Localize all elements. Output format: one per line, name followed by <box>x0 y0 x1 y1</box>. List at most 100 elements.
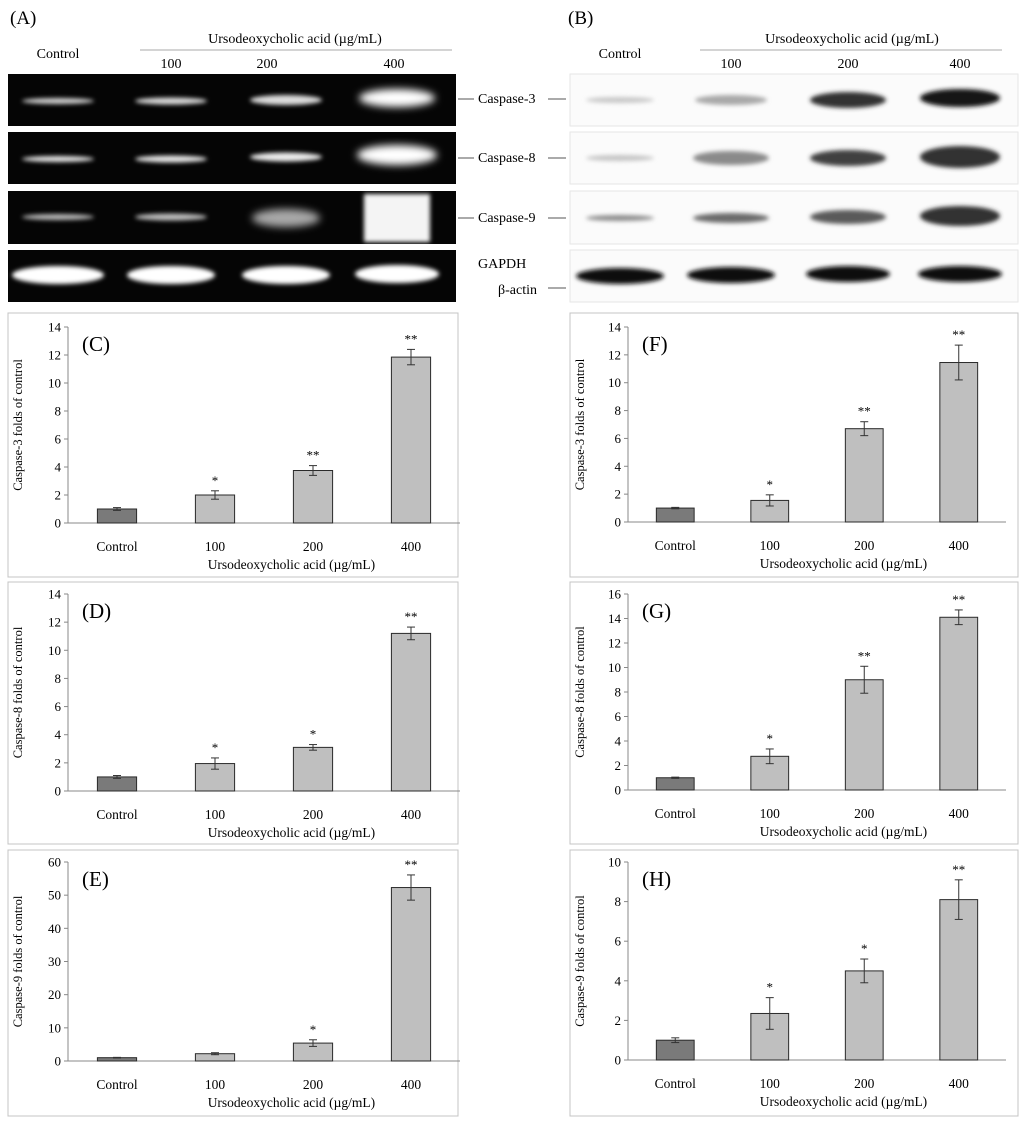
x-axis-label: Ursodeoxycholic acid (µg/mL) <box>208 1095 375 1110</box>
x-tick-label: 100 <box>760 538 781 553</box>
error-bar <box>860 958 869 984</box>
significance-mark: * <box>310 727 317 742</box>
error-bar <box>113 775 121 779</box>
blot-band <box>810 150 886 166</box>
significance-mark: * <box>767 731 774 746</box>
gel-strip-caspase-3 <box>8 74 456 126</box>
blot-band <box>918 266 1002 282</box>
x-tick-label: 400 <box>949 538 970 553</box>
x-tick-label: 400 <box>401 807 422 822</box>
x-axis-label: Ursodeoxycholic acid (µg/mL) <box>208 557 375 572</box>
x-tick-label: 400 <box>949 1076 970 1091</box>
blot-band <box>695 95 767 105</box>
y-tick-label: 10 <box>48 376 61 391</box>
gel-band <box>22 214 94 220</box>
blot-band <box>687 267 775 283</box>
bar-400 <box>390 632 432 792</box>
y-tick-label: 0 <box>615 515 622 530</box>
significance-mark: * <box>767 980 774 995</box>
panel-b-dose-200: 200 <box>838 57 859 72</box>
y-tick-label: 6 <box>55 699 62 714</box>
gel-label-caspase-8: Caspase-8 <box>478 151 536 166</box>
chart-letter: (F) <box>642 332 668 356</box>
blot-band <box>810 92 886 108</box>
y-axis-label: Caspase-9 folds of control <box>11 895 25 1027</box>
x-tick-label: 200 <box>854 806 875 821</box>
chart-frame <box>569 312 1019 578</box>
gel-band <box>12 266 104 284</box>
gel-band <box>364 194 430 242</box>
significance-mark: ** <box>405 857 418 872</box>
bar-200 <box>292 470 334 524</box>
chart-letter: (G) <box>642 599 671 623</box>
bar-200 <box>844 679 884 791</box>
y-tick-label: 2 <box>615 1013 622 1028</box>
blot-band <box>806 266 890 282</box>
significance-mark: ** <box>952 327 965 342</box>
chart-e: 0 10 20 30 40 50 60 (E) Caspase-9 folds of contr… <box>7 849 460 1117</box>
blot-label-beta-actin: β-actin <box>498 283 537 298</box>
gel-band <box>242 266 330 284</box>
gel-band <box>135 97 207 105</box>
error-bar <box>407 348 415 366</box>
gel-band <box>359 89 435 107</box>
y-tick-label: 6 <box>615 431 622 446</box>
y-tick-label: 4 <box>615 734 622 749</box>
y-tick-label: 16 <box>608 587 622 602</box>
panel-a-blot: (A) Control Ursodeoxycholic acid (µg/mL)… <box>8 8 536 302</box>
bar-400 <box>939 616 979 791</box>
bar-400 <box>390 356 432 524</box>
y-tick-label: 14 <box>608 611 622 626</box>
significance-mark: ** <box>405 609 418 624</box>
error-bar <box>954 879 963 920</box>
x-tick-label: 200 <box>303 1077 324 1092</box>
y-tick-label: 0 <box>615 783 622 798</box>
panel-a-control-label: Control <box>37 47 80 62</box>
gel-strip-caspase-9 <box>8 191 456 244</box>
chart-f: 0 2 4 6 8 10 12 14 (F) Caspase-3 folds of control… <box>569 312 1019 578</box>
significance-mark: ** <box>952 592 965 607</box>
x-axis-label: Ursodeoxycholic acid (µg/mL) <box>760 1094 927 1109</box>
y-tick-label: 2 <box>615 487 622 502</box>
gel-band <box>357 145 437 165</box>
error-bar <box>765 748 774 765</box>
significance-mark: * <box>767 477 774 492</box>
chart-c: 0 2 4 6 8 10 12 14 (C) Caspase-3 folds of control… <box>7 312 460 578</box>
y-tick-label: 14 <box>608 320 622 335</box>
y-tick-label: 14 <box>48 320 62 335</box>
error-bar <box>860 421 869 437</box>
error-bar <box>211 1052 219 1056</box>
blot-band <box>810 210 886 224</box>
x-tick-label: Control <box>96 807 138 822</box>
blot-strip-caspase-9 <box>569 190 1019 245</box>
x-tick-label: 400 <box>401 1077 422 1092</box>
y-tick-label: 6 <box>615 709 622 724</box>
chart-frame <box>7 312 459 578</box>
y-tick-label: 30 <box>48 954 61 969</box>
gel-band <box>250 95 322 105</box>
y-tick-label: 12 <box>608 636 621 651</box>
y-tick-label: 2 <box>615 758 622 773</box>
y-tick-label: 20 <box>48 987 61 1002</box>
panel-a-dose-100: 100 <box>161 57 182 72</box>
chart-g: 0 2 4 6 8 10 12 14 16 (G) Caspase-8 folds of contr… <box>569 581 1019 845</box>
y-axis-label: Caspase-8 folds of control <box>11 626 25 758</box>
bar-400 <box>939 899 979 1061</box>
blot-band <box>586 155 654 161</box>
error-bar <box>211 490 219 500</box>
panel-a-treatment-label: Ursodeoxycholic acid (µg/mL) <box>208 32 382 47</box>
x-tick-label: 200 <box>303 807 324 822</box>
y-tick-label: 10 <box>48 643 61 658</box>
y-tick-label: 60 <box>48 855 61 870</box>
error-bar <box>309 1039 317 1047</box>
gel-label-gapdh: GAPDH <box>478 257 526 272</box>
y-tick-label: 12 <box>608 347 621 362</box>
error-bar <box>671 506 680 510</box>
significance-mark: * <box>861 941 868 956</box>
x-axis-label: Ursodeoxycholic acid (µg/mL) <box>760 556 927 571</box>
x-tick-label: 400 <box>949 806 970 821</box>
significance-mark: ** <box>307 448 320 463</box>
chart-frame <box>569 581 1019 845</box>
gel-label-caspase-3: Caspase-3 <box>478 92 536 107</box>
blot-band <box>576 268 664 284</box>
